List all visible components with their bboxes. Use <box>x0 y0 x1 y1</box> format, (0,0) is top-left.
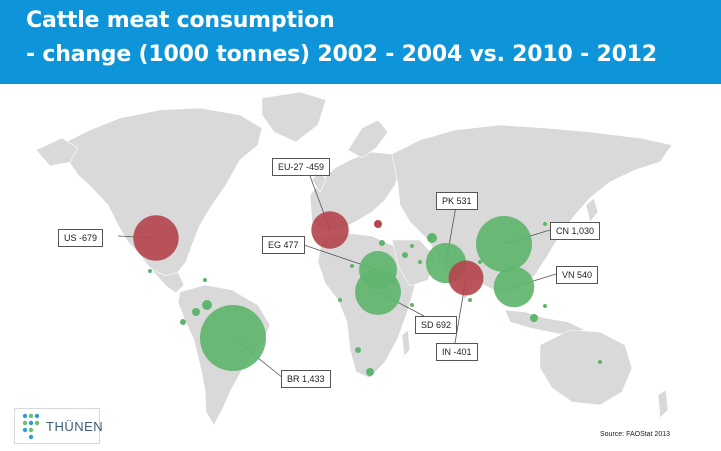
small-bubble <box>350 264 354 268</box>
small-country-dots <box>148 220 602 376</box>
small-bubble <box>543 222 547 226</box>
land-masses <box>35 91 673 426</box>
label-vn: VN 540 <box>556 266 599 284</box>
country-bubbles <box>133 211 535 371</box>
small-bubble <box>203 278 207 282</box>
bubble-eu-27 <box>311 211 349 249</box>
thuenen-dots-logo-icon <box>22 413 40 440</box>
legend-placeholder <box>24 316 114 364</box>
label-pk: PK 531 <box>436 192 478 210</box>
title-line-2: - change (1000 tonnes) 2002 - 2004 vs. 2… <box>26 42 657 67</box>
small-bubble <box>410 303 414 307</box>
title-banner: Cattle meat consumption - change (1000 t… <box>0 0 721 84</box>
small-bubble <box>202 300 212 310</box>
small-bubble <box>478 260 482 264</box>
australia-shape <box>539 329 633 406</box>
scandinavia-shape <box>347 119 389 159</box>
small-bubble <box>418 260 422 264</box>
bubble-us <box>133 215 179 261</box>
small-bubble <box>180 319 186 325</box>
alaska-shape <box>35 137 79 167</box>
bubble-cn <box>476 216 532 272</box>
small-bubble <box>148 269 152 273</box>
bubble-vn <box>493 266 535 308</box>
arabia-shape <box>391 239 437 287</box>
small-bubble <box>338 298 342 302</box>
small-bubble <box>379 240 385 246</box>
label-eu-27: EU-27 -459 <box>272 158 331 176</box>
small-bubble <box>192 308 200 316</box>
label-eg: EG 477 <box>262 236 305 254</box>
central-america-shape <box>149 267 185 294</box>
bubble-in <box>448 260 484 296</box>
small-bubble <box>410 244 414 248</box>
small-bubble <box>366 368 374 376</box>
label-cn: CN 1,030 <box>550 222 601 240</box>
small-bubble <box>468 298 472 302</box>
small-bubble <box>427 233 437 243</box>
madagascar-shape <box>401 329 411 357</box>
small-bubble <box>530 314 538 322</box>
small-bubble <box>543 304 547 308</box>
north-america-shape <box>59 107 263 277</box>
bubble-sd <box>355 269 401 315</box>
greenland-shape <box>261 91 327 143</box>
title-line-1: Cattle meat consumption <box>26 8 335 33</box>
small-bubble <box>402 252 408 258</box>
indonesia-shape <box>504 309 587 335</box>
japan-shape <box>585 197 599 223</box>
label-br: BR 1,433 <box>281 370 331 388</box>
small-bubble <box>598 360 602 364</box>
label-sd: SD 692 <box>415 316 458 334</box>
small-bubble <box>355 347 361 353</box>
label-in: IN -401 <box>436 343 478 361</box>
source-note: Source: FAOStat 2013 <box>600 431 671 438</box>
logo-text: THÜNEN <box>46 419 104 434</box>
small-bubble <box>374 220 382 228</box>
label-us: US -679 <box>58 229 104 247</box>
bubble-br <box>200 305 266 371</box>
thuenen-logo: THÜNEN <box>14 408 104 444</box>
world-map <box>35 91 673 426</box>
new-zealand-shape <box>657 389 669 419</box>
